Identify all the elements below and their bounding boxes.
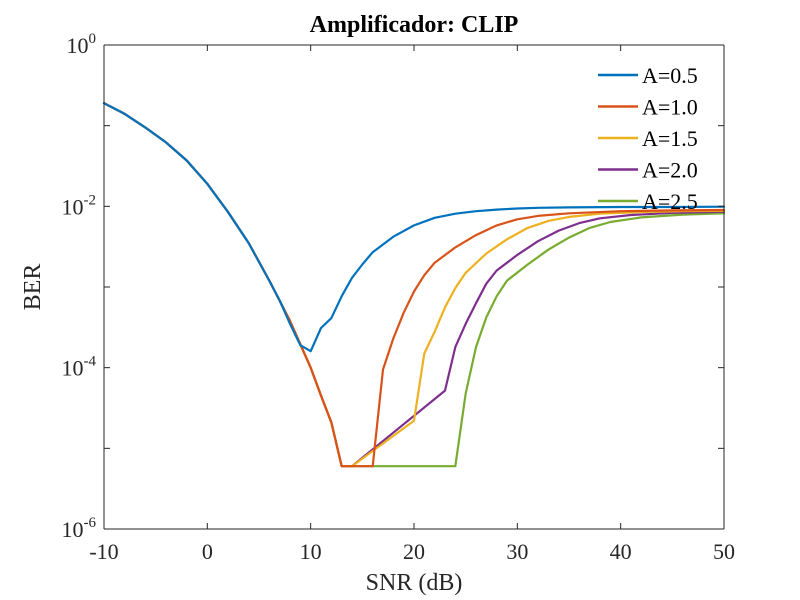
legend-label-5: A=2.5: [642, 189, 698, 214]
legend-label-4: A=2.0: [642, 158, 698, 183]
series-line-1: [102, 102, 726, 353]
y-axis-label: BER: [20, 264, 46, 311]
x-tick-label: 50: [713, 539, 735, 564]
x-axis-label: SNR (dB): [366, 570, 463, 596]
y-tick-label: 10-4: [62, 354, 97, 381]
y-tick-base: 10: [62, 356, 84, 381]
y-tick-base: 10: [67, 33, 89, 58]
legend-label-2: A=1.0: [642, 95, 698, 120]
legend: A=0.5 A=1.0 A=1.5 A=2.0 A=2.5: [598, 63, 698, 214]
y-tick-exponent: -2: [84, 192, 97, 208]
y-tick-exponent: 0: [89, 31, 97, 47]
y-tick-exponent: -6: [84, 515, 97, 531]
y-tick-base: 10: [62, 194, 84, 219]
series-layer: [102, 102, 726, 468]
y-tick-exponent: -4: [84, 354, 97, 370]
x-tick-label: 30: [506, 539, 528, 564]
legend-label-1: A=0.5: [642, 63, 698, 88]
x-tick-label: 10: [300, 539, 322, 564]
y-tick-label: 10-2: [62, 192, 97, 219]
plot-area: [104, 45, 724, 529]
legend-label-3: A=1.5: [642, 126, 698, 151]
x-tick-label: 0: [202, 539, 213, 564]
chart-title: Amplificador: CLIP: [310, 12, 519, 38]
x-tick-label: 20: [403, 539, 425, 564]
y-tick-label: 10-6: [62, 515, 97, 542]
x-tick-label: 40: [610, 539, 632, 564]
y-tick-label: 100: [67, 31, 97, 58]
y-tick-base: 10: [62, 517, 84, 542]
x-tick-label: -10: [89, 539, 118, 564]
